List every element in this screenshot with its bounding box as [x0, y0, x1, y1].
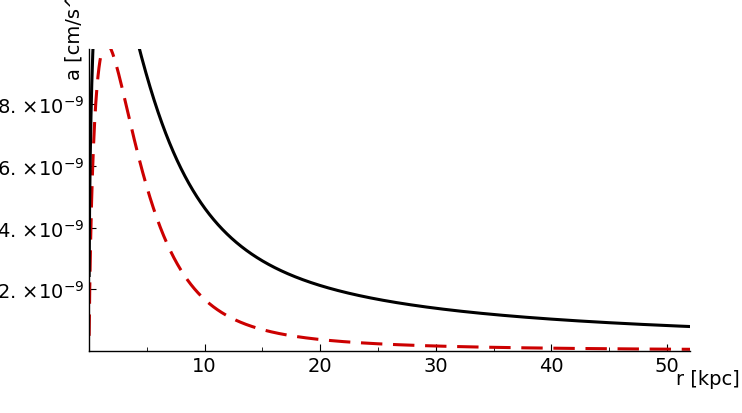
- X-axis label: r [kpc]: r [kpc]: [676, 369, 740, 388]
- Y-axis label: a [cm/s^2]: a [cm/s^2]: [64, 0, 83, 79]
